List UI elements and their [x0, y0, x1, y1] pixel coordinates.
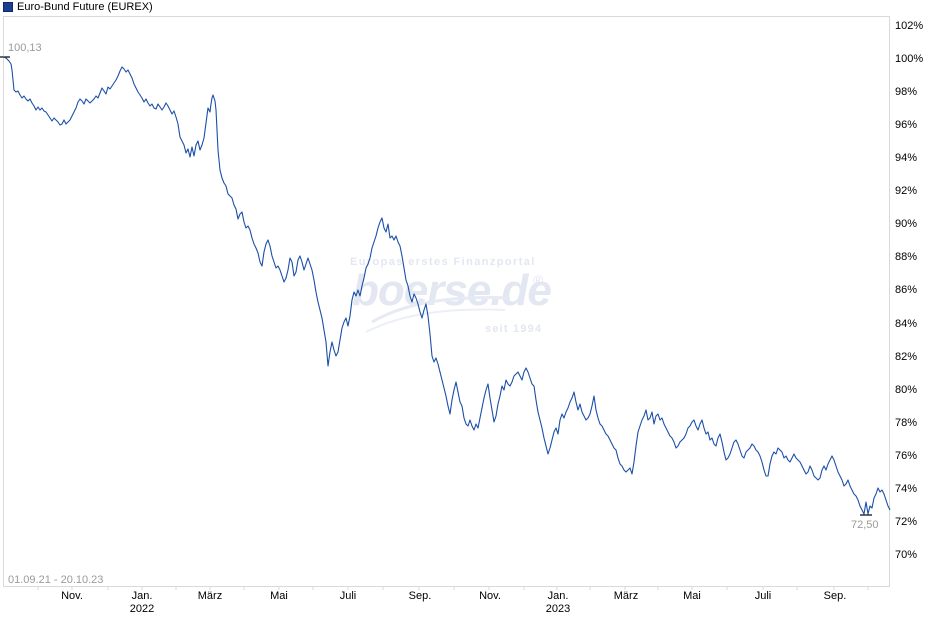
- legend-swatch: [3, 2, 13, 12]
- x-tick-label: Sep.: [408, 590, 432, 602]
- plot-area: [3, 16, 890, 587]
- y-tick-label: 92%: [895, 185, 918, 197]
- y-tick-label: 84%: [895, 318, 918, 330]
- y-tick-label: 76%: [895, 450, 918, 462]
- x-tick-marks: [37, 587, 869, 590]
- x-tick-label: Jan. 2022: [129, 590, 155, 615]
- y-tick-label: 90%: [895, 218, 918, 230]
- x-tick-label: Nov.: [61, 590, 83, 602]
- x-tick-label: Jan. 2023: [545, 590, 571, 615]
- watermark-since: seit 1994: [485, 323, 543, 335]
- y-tick-label: 82%: [895, 351, 918, 363]
- x-tick-label: März: [613, 590, 639, 602]
- price-line: [2, 56, 891, 515]
- y-tick-label: 74%: [895, 483, 918, 495]
- x-tick-label: Sep.: [823, 590, 847, 602]
- y-tick-label: 70%: [895, 549, 918, 561]
- y-tick-label: 86%: [895, 284, 918, 296]
- y-tick-label: 96%: [895, 119, 918, 131]
- end-value-label: 72,50: [851, 519, 879, 531]
- date-range-label: 01.09.21 - 20.10.23: [8, 574, 104, 586]
- y-tick-label: 88%: [895, 251, 918, 263]
- y-tick-label: 98%: [895, 86, 918, 98]
- x-tick-label: Juli: [339, 590, 357, 602]
- y-tick-label: 78%: [895, 417, 918, 429]
- chart-legend: Euro-Bund Future (EUREX): [3, 0, 153, 14]
- x-tick-label: Mai: [683, 590, 701, 602]
- y-tick-label: 72%: [895, 516, 918, 528]
- y-tick-label: 80%: [895, 384, 918, 396]
- start-value-label: 100,13: [8, 42, 42, 54]
- legend-label: Euro-Bund Future (EUREX): [17, 1, 153, 13]
- x-tick-label: Mai: [270, 590, 288, 602]
- watermark-brand: boerse.de: [352, 266, 552, 315]
- x-tick-label: März: [197, 590, 223, 602]
- x-tick-label: Juli: [754, 590, 772, 602]
- y-tick-label: 94%: [895, 152, 918, 164]
- y-tick-label: 100%: [895, 53, 924, 65]
- watermark-tagline: Europas erstes Finanzportal: [350, 256, 536, 268]
- x-tick-label: Nov.: [479, 590, 501, 602]
- watermark-registered: ®: [533, 272, 544, 288]
- y-tick-label: 102%: [895, 20, 924, 32]
